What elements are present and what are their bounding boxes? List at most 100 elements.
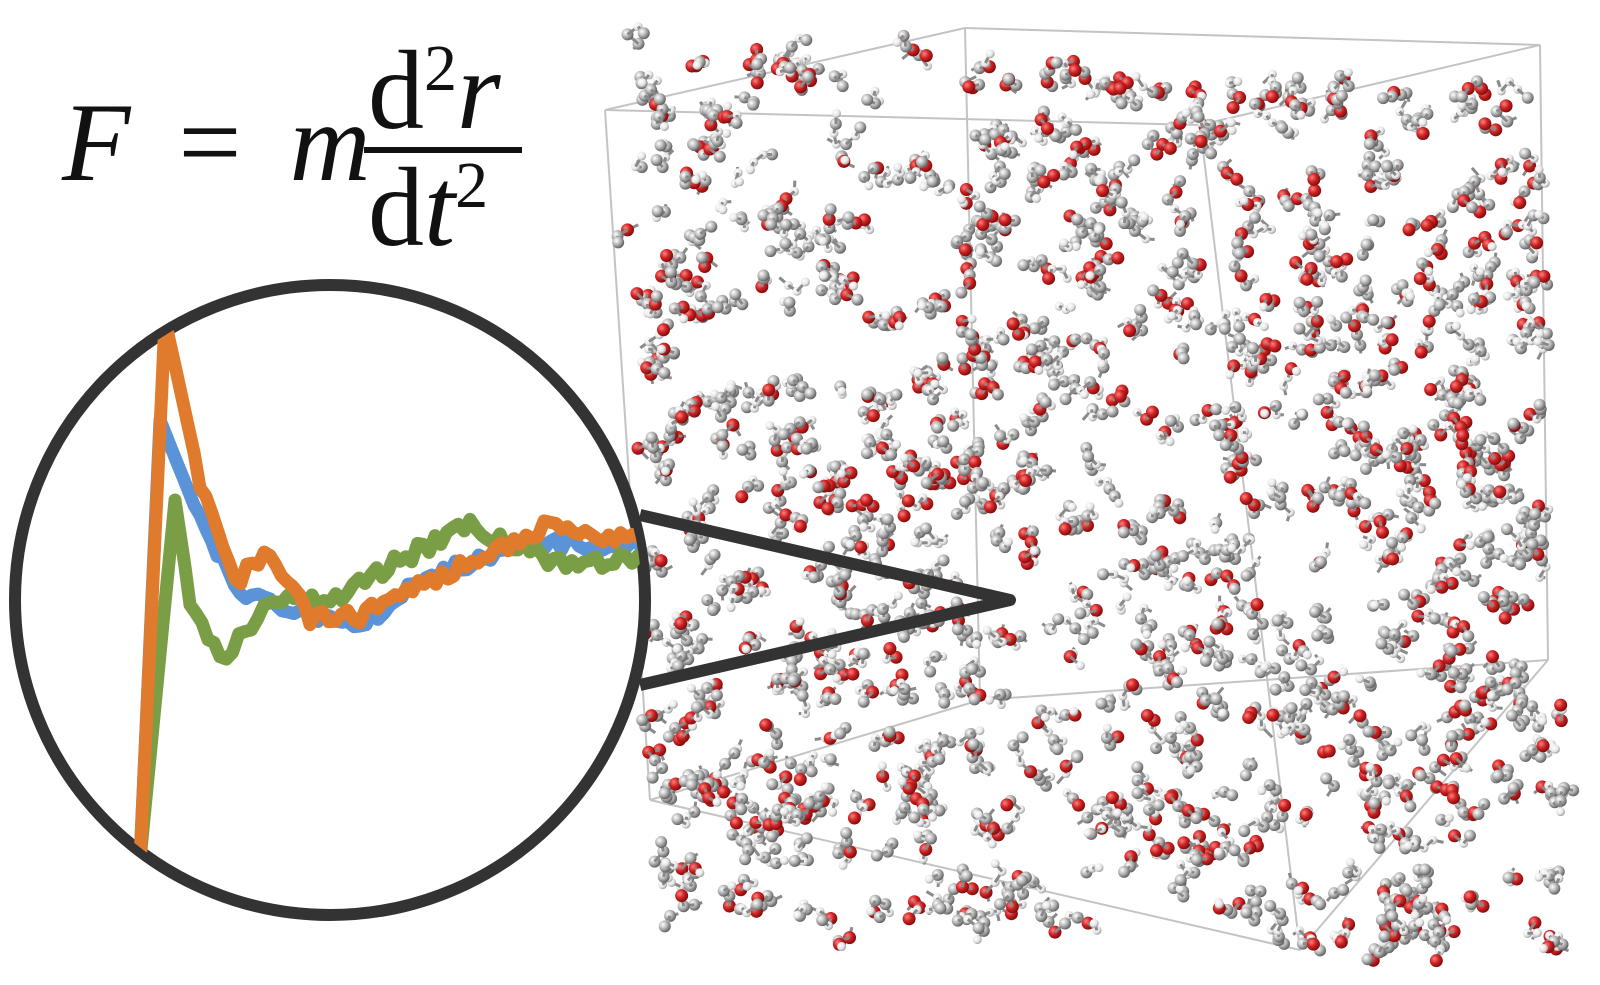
atom <box>854 540 868 554</box>
atom <box>1368 797 1381 810</box>
atom <box>818 236 828 246</box>
atom <box>1446 730 1459 743</box>
atom <box>1095 697 1108 710</box>
atom <box>883 725 896 738</box>
atom <box>637 27 650 40</box>
atom <box>757 269 770 282</box>
atom <box>834 727 847 740</box>
atom <box>1478 117 1492 131</box>
atom <box>1312 393 1325 406</box>
molecules <box>611 22 1580 968</box>
atom <box>1385 536 1398 549</box>
atom <box>1500 523 1513 536</box>
atom <box>1424 266 1434 276</box>
atom <box>1296 110 1306 120</box>
atom <box>930 379 940 389</box>
atom <box>1470 354 1480 364</box>
atom <box>1134 303 1147 316</box>
atom <box>892 37 902 47</box>
atom <box>913 368 923 378</box>
atom <box>722 128 732 138</box>
atom <box>919 182 929 192</box>
atom <box>1199 654 1212 667</box>
atom <box>1265 90 1279 104</box>
atom <box>902 912 916 926</box>
atom <box>866 409 880 423</box>
atom <box>1444 813 1454 823</box>
atom <box>1408 424 1418 434</box>
atom <box>1404 800 1417 813</box>
atom <box>1157 639 1167 649</box>
atom <box>943 184 953 194</box>
atom <box>897 630 910 643</box>
atom <box>1152 799 1165 812</box>
atom <box>895 668 909 682</box>
atom <box>695 868 705 878</box>
atom <box>1180 643 1190 653</box>
atom <box>1259 322 1269 332</box>
atom <box>824 753 837 766</box>
atom <box>919 49 933 63</box>
atom <box>1069 706 1079 716</box>
atom <box>923 781 933 791</box>
atom <box>1326 314 1336 324</box>
atom <box>1423 248 1433 258</box>
atom <box>1314 556 1327 569</box>
atom <box>967 738 980 751</box>
atom <box>1002 73 1015 86</box>
atom <box>1382 777 1395 790</box>
atom <box>829 693 842 706</box>
atom <box>798 469 808 479</box>
atom <box>1414 345 1428 359</box>
atom <box>1502 871 1515 884</box>
atom <box>1176 550 1189 563</box>
atom <box>651 205 664 218</box>
atom <box>901 494 915 508</box>
atom <box>1538 716 1548 726</box>
atom <box>1548 882 1561 895</box>
atom <box>788 854 801 867</box>
atom <box>1308 605 1321 618</box>
atom <box>845 539 855 549</box>
atom <box>1111 251 1125 265</box>
atom <box>1016 874 1029 887</box>
atom <box>1447 666 1460 679</box>
atom <box>1086 89 1096 99</box>
atom <box>1519 147 1532 160</box>
atom <box>1349 449 1362 462</box>
atom <box>1258 302 1268 312</box>
atom <box>698 170 708 180</box>
atom <box>1507 781 1520 794</box>
atom <box>1051 743 1064 756</box>
atom <box>1076 280 1086 290</box>
atom <box>1181 108 1191 118</box>
atom <box>1308 184 1322 198</box>
atom <box>1502 291 1512 301</box>
atom <box>1341 419 1351 429</box>
atom <box>1019 413 1029 423</box>
atom <box>766 778 779 791</box>
atom <box>793 519 807 533</box>
atom <box>686 683 696 693</box>
atom <box>1422 314 1436 328</box>
atom <box>757 209 770 222</box>
atom <box>712 797 722 807</box>
atom <box>1174 873 1187 886</box>
atom <box>662 730 675 743</box>
atom <box>800 442 813 455</box>
atom <box>1481 531 1494 544</box>
atom <box>1343 67 1353 77</box>
atom <box>1115 97 1128 110</box>
atom <box>765 748 775 758</box>
atom <box>987 839 997 849</box>
atom <box>688 138 701 151</box>
atom <box>777 428 790 441</box>
atom <box>1380 316 1393 329</box>
atom <box>1498 611 1512 625</box>
atom <box>707 603 720 616</box>
atom <box>1145 405 1159 419</box>
atom <box>997 333 1010 346</box>
atom <box>1314 898 1327 911</box>
atom <box>1233 332 1246 345</box>
atom <box>742 881 752 891</box>
